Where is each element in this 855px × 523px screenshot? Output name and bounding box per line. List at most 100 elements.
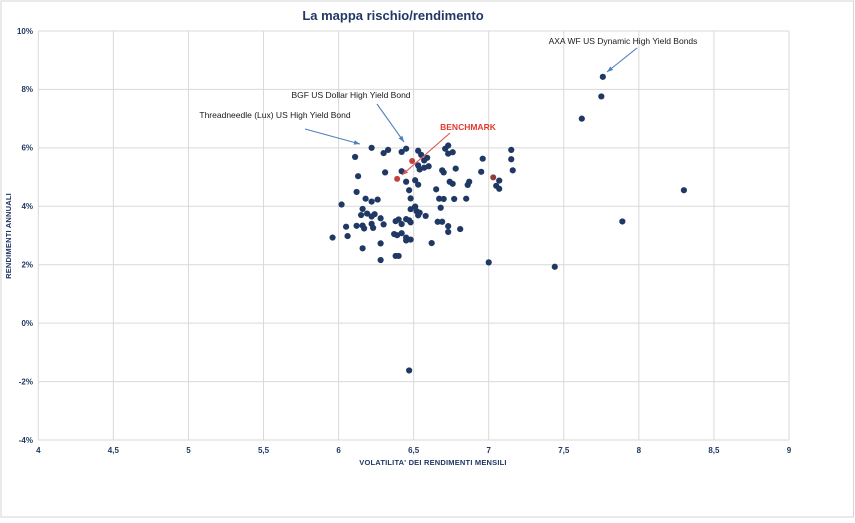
annotation-layer: AXA WF US Dynamic High Yield Bonds BGF US… <box>199 36 698 176</box>
x-tick-label: 7,5 <box>558 446 570 455</box>
benchmark-label: BENCHMARK <box>440 122 497 132</box>
data-point <box>496 177 503 184</box>
data-point <box>380 221 387 228</box>
y-tick-label: 4% <box>21 202 33 211</box>
x-tick-label: 4,5 <box>108 446 120 455</box>
y-tick-label: 2% <box>21 261 33 270</box>
data-point <box>424 154 431 161</box>
data-point <box>422 212 429 220</box>
data-point <box>508 146 515 154</box>
data-point <box>437 204 444 211</box>
data-point <box>338 201 345 208</box>
data-point <box>398 148 405 156</box>
y-tick-label: -2% <box>19 377 33 386</box>
data-point <box>412 177 419 184</box>
data-point <box>436 195 443 202</box>
x-axis-title: VOLATILITA' DEI RENDIMENTI MENSILI <box>359 458 506 467</box>
chart-title: La mappa rischio/rendimento <box>302 8 483 23</box>
data-point <box>407 195 414 202</box>
data-point <box>329 234 336 241</box>
y-tick-label: 10% <box>17 27 33 36</box>
data-point <box>449 149 456 156</box>
data-point <box>377 240 384 247</box>
data-point <box>395 252 402 260</box>
bgf-us-dollar-high-yield-bond-label: BGF US Dollar High Yield Bond <box>291 90 410 100</box>
y-axis-title: RENDIMENTI ANNUALI <box>4 193 13 279</box>
benchmark-arrowhead <box>402 169 409 175</box>
data-point <box>353 222 360 229</box>
data-point <box>428 239 435 247</box>
data-point <box>370 224 377 232</box>
data-point <box>445 223 452 230</box>
y-tick-label: 0% <box>21 319 33 328</box>
data-point <box>403 145 410 152</box>
data-point <box>445 228 452 236</box>
data-point <box>466 178 473 185</box>
axa-wf-us-dynamic-high-yield-bonds-label: AXA WF US Dynamic High Yield Bonds <box>549 36 698 46</box>
x-tick-label: 7 <box>486 446 491 455</box>
axa-wf-us-dynamic-high-yield-bonds-arrowhead <box>607 66 614 72</box>
data-point <box>598 93 605 100</box>
x-tick-label: 5,5 <box>258 446 270 455</box>
data-point <box>433 186 440 193</box>
data-point <box>599 73 606 80</box>
data-point <box>398 221 405 228</box>
data-point <box>354 173 362 180</box>
data-point <box>680 187 688 194</box>
x-tick-label: 9 <box>787 446 792 455</box>
data-point <box>415 181 422 188</box>
data-point <box>342 223 350 230</box>
data-point <box>403 178 410 185</box>
data-point <box>371 211 378 218</box>
data-point <box>479 155 486 162</box>
x-tick-label: 6,5 <box>408 446 420 455</box>
threadneedle-lux-us-high-yield-bond-label: Threadneedle (Lux) US High Yield Bond <box>199 110 350 120</box>
data-point <box>382 169 389 176</box>
data-point <box>353 188 360 196</box>
data-point <box>509 167 516 174</box>
data-point <box>407 206 414 213</box>
bgf-us-dollar-high-yield-bond-arrowhead <box>398 135 404 142</box>
data-point <box>406 187 413 194</box>
data-point <box>361 225 368 232</box>
y-tick-label: 6% <box>21 144 33 153</box>
data-point <box>496 185 503 192</box>
bgf-us-dollar-high-yield-bond-arrow <box>376 103 405 143</box>
data-point <box>398 230 405 237</box>
data-point <box>385 146 392 154</box>
data-point <box>359 245 366 252</box>
data-point <box>451 195 458 203</box>
data-point <box>344 232 351 240</box>
y-tick-label: -4% <box>19 436 33 445</box>
data-point <box>358 211 365 219</box>
y-tick-label: 8% <box>21 85 33 94</box>
threadneedle-lux-us-high-yield-bond-arrowhead <box>353 140 360 145</box>
data-point <box>359 205 366 213</box>
x-tick-label: 6 <box>336 446 341 455</box>
data-point <box>478 168 485 175</box>
data-point <box>439 218 446 225</box>
data-point <box>440 195 447 203</box>
data-point <box>395 216 402 223</box>
data-point <box>434 218 441 225</box>
data-point <box>368 144 375 151</box>
data-point <box>551 263 558 270</box>
data-point <box>368 198 375 205</box>
data-point <box>362 195 369 202</box>
axa-wf-us-dynamic-high-yield-bonds-arrow <box>606 47 638 73</box>
data-point <box>485 259 492 266</box>
data-point <box>377 256 384 264</box>
data-point <box>619 218 626 225</box>
data-point <box>351 153 359 161</box>
data-point <box>449 180 456 187</box>
data-point <box>445 142 452 149</box>
data-point <box>407 236 414 243</box>
grid-layer <box>37 30 790 441</box>
data-point <box>407 219 414 226</box>
data-point <box>463 195 470 202</box>
x-tick-label: 8,5 <box>708 446 720 455</box>
x-tick-label: 4 <box>36 446 41 455</box>
point-layer <box>329 73 688 374</box>
